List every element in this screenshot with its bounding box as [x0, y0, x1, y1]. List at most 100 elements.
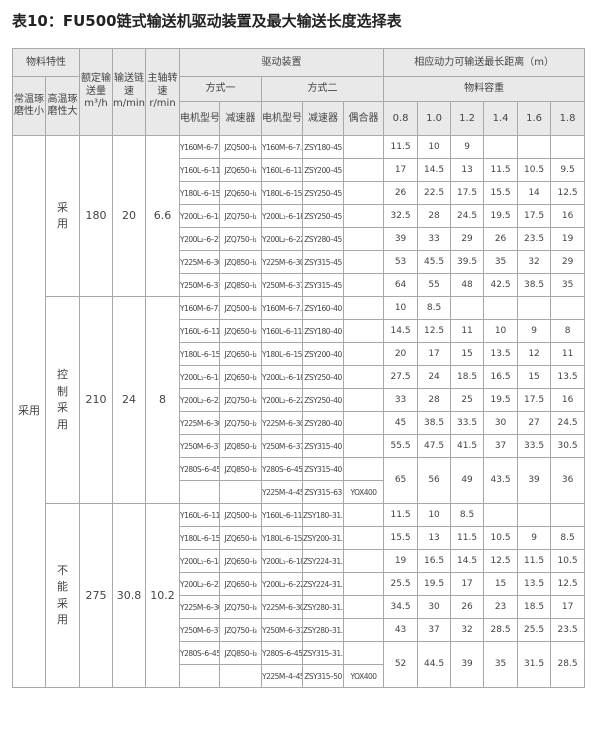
- header-density-value: 1.0: [417, 101, 452, 136]
- motor-model-1: [179, 480, 220, 504]
- motor-model-1: [179, 664, 220, 688]
- max-length-value: 10: [417, 135, 452, 159]
- motor-model-2: Y160L–6–11: [261, 158, 303, 182]
- max-length-value: 17.5: [450, 181, 485, 205]
- max-length-value: 43.5: [483, 457, 519, 504]
- motor-model-1: Y200L₁–6–18.5: [179, 549, 220, 573]
- reducer-2: ZSY315–50: [302, 664, 344, 688]
- max-length-value: 12: [517, 342, 552, 366]
- max-length-value: 20: [383, 342, 419, 366]
- coupler: [342, 319, 385, 343]
- reducer-2: ZSY315–45: [302, 250, 344, 274]
- motor-model-2: Y225M–6–30: [261, 595, 303, 619]
- reducer-1: JZQ650–i₃: [219, 526, 262, 550]
- motor-model-1: Y225M–6–30: [179, 595, 220, 619]
- max-length-value: 35: [483, 641, 519, 688]
- motor-model-1: Y160M–6–7.5: [179, 135, 220, 159]
- chain-speed: 24: [112, 296, 146, 504]
- max-length-value: 16.5: [483, 365, 519, 389]
- header-capacity: 额定输送量m³/h: [79, 48, 113, 136]
- max-length-value: 10: [483, 319, 519, 343]
- table-row: Y225M–4–45 ZSY315–63 YOX400: [13, 480, 585, 504]
- max-length-value: 17: [550, 595, 586, 619]
- max-length-value: 30: [483, 411, 519, 435]
- coupler: YOX400: [342, 664, 385, 688]
- motor-model-1: Y250M–6–37: [179, 273, 220, 297]
- motor-model-2: Y180L–6–15: [261, 526, 303, 550]
- max-length-value: 26: [450, 595, 485, 619]
- header-density-value: 1.4: [483, 101, 519, 136]
- motor-model-1: Y225M–6–30: [179, 250, 220, 274]
- reducer-2: ZSY250–40: [302, 388, 344, 412]
- reducer-1: JZQ750–i₃: [219, 618, 262, 642]
- max-length-value: 26: [383, 181, 419, 205]
- coupler: [342, 388, 385, 412]
- table-row: 不能采用 275 30.8 10.2 Y160L–6–11 JZQ500–i₃ Y160L–…: [13, 503, 586, 688]
- reducer-2: ZSY180–31.5: [302, 503, 344, 527]
- max-length-value: [483, 296, 519, 320]
- max-length-value: 55.5: [383, 434, 419, 458]
- header-density: 物料容重: [383, 76, 586, 102]
- motor-model-2: Y200L₂–6–22: [261, 572, 303, 596]
- max-length-value: 9: [450, 135, 485, 159]
- motor-model-1: Y200L₂–6–22: [179, 388, 220, 412]
- header-coupler: 偶合器: [342, 101, 385, 136]
- motor-model-1: Y225M–6–30: [179, 411, 220, 435]
- max-length-value: 49: [450, 457, 485, 504]
- reducer-2: ZSY250–45: [302, 181, 344, 205]
- motor-model-2: Y250M–6–37: [261, 434, 303, 458]
- rated-capacity: 210: [79, 296, 113, 504]
- motor-model-1: Y250M–6–37: [179, 434, 220, 458]
- header-high-temp: 高温琢磨性大: [45, 76, 80, 136]
- max-length-value: 15: [483, 572, 519, 596]
- max-length-value: 19: [383, 549, 419, 573]
- max-length-value: 29: [450, 227, 485, 251]
- max-length-value: 37: [417, 618, 452, 642]
- reducer-1: JZQ650–i₂: [219, 342, 262, 366]
- reducer-1: JZQ650–i₂: [219, 365, 262, 389]
- max-length-value: 27.5: [383, 365, 419, 389]
- reducer-1: JZQ650–i₃: [219, 572, 262, 596]
- max-length-value: 14.5: [417, 158, 452, 182]
- reducer-1: JZQ850–i₃: [219, 641, 262, 665]
- max-length-value: 28.5: [550, 641, 586, 688]
- max-length-value: 11.5: [483, 158, 519, 182]
- reducer-1: JZQ650–i₃: [219, 549, 262, 573]
- max-length-value: 8.5: [417, 296, 452, 320]
- max-length-value: 47.5: [417, 434, 452, 458]
- max-length-value: 15: [517, 365, 552, 389]
- reducer-2: ZSY315–45: [302, 273, 344, 297]
- reducer-1: JZQ500–i₁: [219, 135, 262, 159]
- motor-model-1: Y280S–6–45: [179, 457, 220, 481]
- reducer-2: ZSY250–40: [302, 365, 344, 389]
- max-length-value: 11.5: [383, 503, 419, 527]
- motor-model-2: Y160L–6–11: [261, 319, 303, 343]
- max-length-value: [517, 503, 552, 527]
- motor-model-2: Y200L₁–6–18.5: [261, 365, 303, 389]
- max-length-value: [550, 296, 586, 320]
- coupler: [342, 434, 385, 458]
- motor-model-1: Y200L₂–6–22: [179, 572, 220, 596]
- reducer-1: JZQ850–i₂: [219, 434, 262, 458]
- max-length-value: 16.5: [417, 549, 452, 573]
- max-length-value: 30: [417, 595, 452, 619]
- max-length-value: 53: [383, 250, 419, 274]
- max-length-value: 33.5: [517, 434, 552, 458]
- header-reducer1: 减速器: [219, 101, 262, 136]
- header-chain-speed: 输送链速m/min: [112, 48, 146, 136]
- coupler: [342, 227, 385, 251]
- table-row: 控制采用210248Y160M–6–7.5JZQ500–i₂Y160M–6–7.…: [13, 296, 586, 504]
- reducer-2: ZSY280–45: [302, 227, 344, 251]
- max-length-value: 28.5: [483, 618, 519, 642]
- reducer-1: [219, 480, 262, 504]
- coupler: YOX400: [342, 480, 385, 504]
- coupler: [342, 273, 385, 297]
- coupler: [342, 250, 385, 274]
- max-length-value: 23.5: [550, 618, 586, 642]
- max-length-value: 13: [450, 158, 485, 182]
- max-length-value: [517, 135, 552, 159]
- max-length-value: 11: [550, 342, 586, 366]
- reducer-1: JZQ650–i₁: [219, 158, 262, 182]
- max-length-value: 39: [383, 227, 419, 251]
- motor-model-2: Y160L–6–11: [261, 503, 303, 527]
